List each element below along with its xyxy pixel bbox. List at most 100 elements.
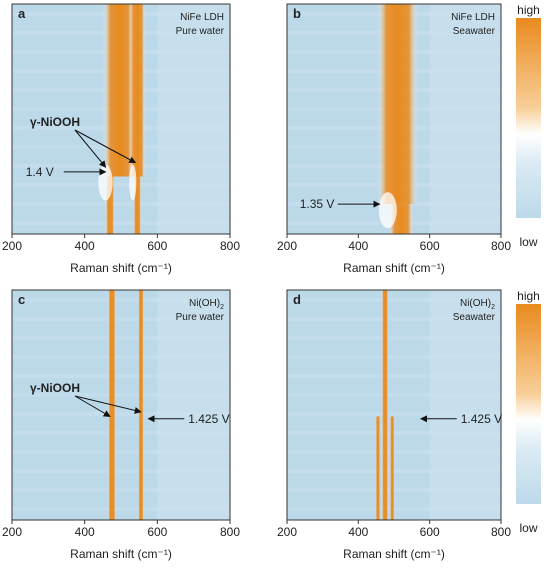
- peak-arrow: [74, 395, 142, 414]
- peak-label: γ-NiOOH: [30, 381, 80, 395]
- voltage-label: 1.4 V: [26, 165, 54, 179]
- background-stripe: [287, 317, 501, 321]
- heatmap-area: [287, 4, 501, 234]
- panels: 200 400 600 800 Raman shift (cm⁻¹) a NiFe LDH P…: [2, 3, 511, 561]
- band-lower: [107, 405, 116, 520]
- colorbar-fill: [516, 304, 541, 504]
- sample-subscript: 2: [220, 304, 224, 311]
- voltage-label: 1.425 V: [461, 412, 502, 426]
- band-upper: [129, 4, 146, 177]
- x-tick-label: 200: [277, 239, 297, 253]
- background-stripe: [12, 393, 230, 397]
- background-stripe: [287, 336, 501, 340]
- background-stripe: [12, 450, 230, 454]
- background-stripe: [12, 202, 230, 206]
- peak-label: γ-NiOOH: [30, 115, 80, 129]
- x-tick-label: 400: [75, 525, 95, 539]
- background-stripe: [12, 317, 230, 321]
- background-stripe: [12, 183, 230, 187]
- x-tick-label: 400: [75, 239, 95, 253]
- x-tick-label: 600: [147, 239, 167, 253]
- band-lower: [389, 416, 395, 520]
- sample-label: NiFe LDH: [180, 12, 224, 23]
- band-transition-glow: [129, 164, 137, 201]
- band-lower: [381, 416, 389, 520]
- electrolyte-label: Seawater: [453, 312, 496, 323]
- colorbar-fill: [516, 18, 541, 218]
- panel-a: 200 400 600 800 Raman shift (cm⁻¹) a NiFe LDH P…: [2, 3, 240, 275]
- band-upper: [107, 290, 116, 405]
- sample-label: Ni(OH)2: [460, 298, 495, 311]
- colorbar: high low: [516, 3, 541, 249]
- panel-letter: d: [293, 292, 301, 307]
- x-tick-label: 600: [420, 239, 440, 253]
- heatmap-frame: [286, 3, 502, 235]
- x-tick-label: 200: [277, 525, 297, 539]
- band-lower: [133, 176, 142, 234]
- background-stripe: [287, 298, 501, 302]
- background-stripe: [12, 431, 230, 435]
- peak-arrow: [74, 129, 137, 164]
- panel-letter: b: [293, 6, 301, 21]
- colorbars: high low high low: [516, 3, 541, 535]
- background-stripe: [287, 412, 501, 416]
- heatmap-frame: [11, 289, 231, 521]
- electrolyte-label: Pure water: [176, 26, 225, 37]
- peak-arrow: [74, 395, 111, 417]
- electrolyte-label: Pure water: [176, 312, 225, 323]
- x-tick-label: 400: [348, 239, 368, 253]
- heatmap-area: [12, 290, 230, 520]
- background-stripe: [12, 469, 230, 473]
- panel-c: 200 400 600 800 Raman shift (cm⁻¹) c Ni(OH)2Pu…: [2, 289, 240, 561]
- band-lower: [105, 176, 115, 234]
- band-transition-glow: [98, 164, 113, 201]
- panel-letter: a: [18, 6, 26, 21]
- x-axis-label: Raman shift (cm⁻¹): [70, 547, 172, 561]
- heatmap-area: [287, 290, 501, 520]
- x-tick-label: 600: [420, 525, 440, 539]
- colorbar: high low: [516, 289, 541, 535]
- background-stripe: [12, 336, 230, 340]
- background-stripe: [287, 355, 501, 359]
- x-tick-label: 400: [348, 525, 368, 539]
- peak-arrow: [74, 129, 107, 168]
- voltage-label: 1.425 V: [188, 412, 229, 426]
- panel-letter: c: [18, 292, 25, 307]
- electrolyte-label: Seawater: [453, 26, 496, 37]
- background-tint: [429, 4, 501, 234]
- background-stripe: [12, 355, 230, 359]
- colorbar-low-label: low: [519, 521, 537, 535]
- background-tint: [429, 290, 501, 520]
- band-upper: [377, 4, 419, 205]
- colorbar-high-label: high: [517, 3, 540, 17]
- background-stripe: [12, 221, 230, 225]
- band-upper: [381, 290, 389, 417]
- background-stripe: [12, 412, 230, 416]
- x-tick-label: 600: [147, 525, 167, 539]
- band-upper: [138, 290, 144, 405]
- x-tick-label: 200: [2, 525, 22, 539]
- colorbar-low-label: low: [519, 235, 537, 249]
- sample-subscript: 2: [491, 304, 495, 311]
- background-stripe: [12, 374, 230, 378]
- sample-label: NiFe LDH: [451, 12, 495, 23]
- band-transition-glow: [378, 192, 397, 229]
- x-tick-label: 800: [220, 239, 240, 253]
- voltage-label: 1.35 V: [300, 197, 335, 211]
- background-stripe: [12, 298, 230, 302]
- x-axis-label: Raman shift (cm⁻¹): [70, 261, 172, 275]
- panel-b: 200 400 600 800 Raman shift (cm⁻¹) b NiFe LDH S…: [277, 3, 511, 275]
- x-tick-label: 800: [220, 525, 240, 539]
- background-stripe: [12, 507, 230, 511]
- heatmap-frame: [286, 289, 502, 521]
- background-stripe: [287, 393, 501, 397]
- band-lower: [375, 416, 381, 520]
- x-tick-label: 800: [491, 525, 511, 539]
- panel-d: 200 400 600 800 Raman shift (cm⁻¹) d Ni(OH)2Se…: [277, 289, 511, 561]
- x-tick-label: 800: [491, 239, 511, 253]
- band-lower: [138, 405, 144, 520]
- background-tint: [157, 4, 230, 234]
- x-axis-label: Raman shift (cm⁻¹): [343, 547, 445, 561]
- background-tint: [157, 290, 230, 520]
